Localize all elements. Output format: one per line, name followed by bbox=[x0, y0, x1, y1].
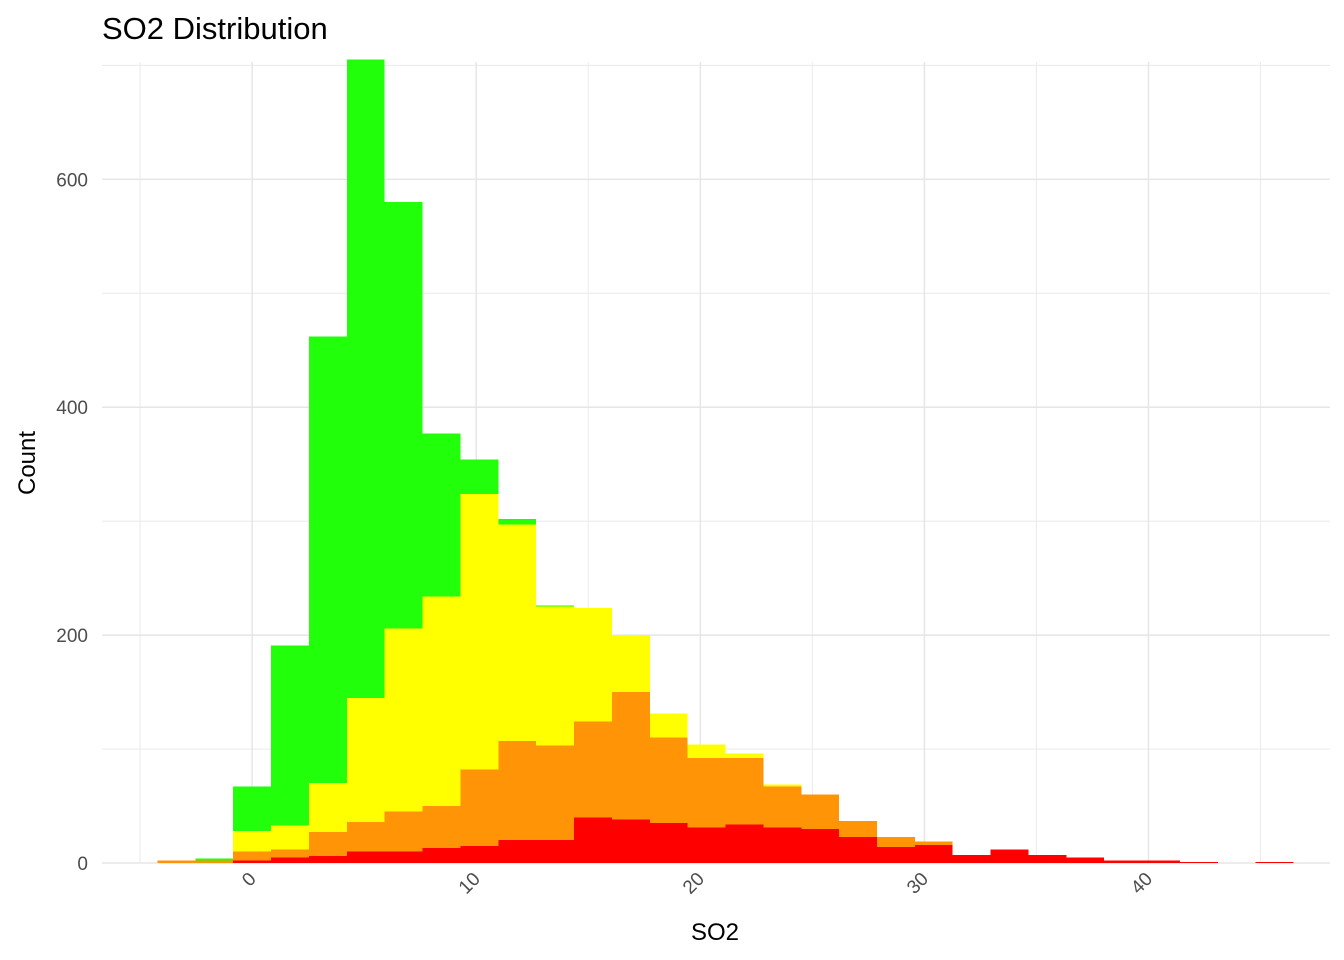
histogram-bar-segment bbox=[271, 645, 309, 826]
histogram-bar-segment bbox=[801, 828, 840, 863]
histogram-bar-segment bbox=[422, 848, 461, 863]
histogram-bar-segment bbox=[536, 606, 575, 746]
histogram-bar-segment bbox=[308, 832, 347, 857]
histogram-bar-segment bbox=[611, 635, 650, 693]
histogram-bar-segment bbox=[195, 860, 234, 863]
histogram-bar-segment bbox=[346, 851, 385, 863]
histogram-bar-segment bbox=[1142, 860, 1180, 863]
histogram-bar-segment bbox=[763, 786, 802, 828]
histogram-bar-segment bbox=[952, 855, 991, 863]
histogram-bar-segment bbox=[649, 737, 688, 824]
y-tick-label: 600 bbox=[56, 170, 88, 191]
histogram-bar-segment bbox=[233, 786, 272, 832]
histogram-bar-segment bbox=[195, 858, 234, 861]
histogram-bar-segment bbox=[1179, 861, 1218, 863]
histogram-bar-segment bbox=[233, 860, 272, 863]
histogram-bar-segment bbox=[574, 721, 612, 818]
histogram-bar-segment bbox=[536, 745, 575, 841]
y-axis-title: Count bbox=[14, 431, 41, 495]
histogram-bar-segment bbox=[498, 518, 537, 525]
histogram-bar-segment bbox=[233, 851, 272, 861]
histogram-bar-segment bbox=[763, 784, 802, 787]
y-axis-ticks: 0 200 400 600 bbox=[56, 170, 88, 875]
histogram-bar-segment bbox=[536, 605, 575, 607]
histogram-bar-segment bbox=[384, 202, 423, 629]
histogram-bar-segment bbox=[460, 769, 499, 846]
histogram-bar-segment bbox=[271, 825, 309, 850]
histogram-bar-segment bbox=[914, 841, 953, 845]
histogram-bar-segment bbox=[460, 459, 499, 494]
histogram-bar-segment bbox=[460, 493, 499, 770]
histogram-bar-segment bbox=[346, 821, 385, 852]
histogram-bar-segment bbox=[422, 806, 461, 849]
histogram-bar-segment bbox=[384, 851, 423, 863]
histogram-bar-segment bbox=[877, 836, 915, 848]
chart-title: SO2 Distribution bbox=[102, 11, 328, 46]
histogram-bar-segment bbox=[914, 844, 953, 863]
histogram-bar-segment bbox=[611, 819, 650, 863]
histogram-bar-segment bbox=[687, 758, 726, 828]
histogram-bar-segment bbox=[574, 817, 612, 863]
histogram-bar-segment bbox=[687, 827, 726, 863]
histogram-bar-segment bbox=[422, 596, 461, 807]
histogram-bar-segment bbox=[498, 741, 537, 841]
histogram-bar-segment bbox=[649, 713, 688, 738]
histogram-bar-segment bbox=[725, 753, 764, 759]
histogram-bars bbox=[157, 59, 1294, 863]
histogram-bar-segment bbox=[990, 849, 1029, 863]
histogram-bar-segment bbox=[498, 524, 537, 742]
histogram-bar-segment bbox=[839, 820, 878, 837]
histogram-bar-segment bbox=[687, 744, 726, 759]
histogram-bar-segment bbox=[346, 59, 385, 698]
histogram-bar-segment bbox=[157, 860, 196, 863]
x-tick-label: 10 bbox=[455, 869, 485, 899]
x-tick-label: 40 bbox=[1127, 869, 1157, 899]
histogram-bar-segment bbox=[384, 811, 423, 852]
y-tick-label: 0 bbox=[77, 854, 88, 875]
histogram-bar-segment bbox=[1066, 857, 1105, 863]
histogram-bar-segment bbox=[725, 824, 764, 863]
histogram-bar-segment bbox=[1255, 861, 1294, 863]
histogram-bar-segment bbox=[725, 758, 764, 825]
histogram-bar-segment bbox=[271, 849, 309, 858]
x-axis-ticks: 0 10 20 30 40 bbox=[238, 869, 1157, 899]
x-axis-title: SO2 bbox=[691, 919, 739, 946]
histogram-bar-segment bbox=[271, 857, 309, 863]
histogram-bar-segment bbox=[1028, 855, 1067, 863]
y-tick-label: 200 bbox=[56, 626, 88, 647]
histogram-bar-segment bbox=[233, 831, 272, 852]
histogram-bar-segment bbox=[460, 845, 499, 863]
histogram-bar-segment bbox=[1104, 860, 1143, 863]
histogram-bar-segment bbox=[877, 847, 915, 863]
histogram-bar-segment bbox=[308, 856, 347, 863]
histogram-bar-segment bbox=[536, 840, 575, 863]
x-tick-label: 0 bbox=[238, 869, 260, 891]
histogram-bar-segment bbox=[611, 692, 650, 820]
grid-lines bbox=[102, 62, 1330, 864]
histogram-bar-segment bbox=[763, 827, 802, 863]
x-tick-label: 30 bbox=[903, 869, 933, 899]
histogram-bar-segment bbox=[308, 783, 347, 833]
histogram-bar-segment bbox=[839, 836, 878, 863]
histogram-bar-segment bbox=[649, 823, 688, 863]
histogram-bar-segment bbox=[346, 697, 385, 822]
histogram-bar-segment bbox=[308, 336, 347, 784]
histogram-bar-segment bbox=[801, 794, 840, 829]
histogram-bar-segment bbox=[574, 607, 612, 722]
y-tick-label: 400 bbox=[56, 398, 88, 419]
x-tick-label: 20 bbox=[679, 869, 709, 899]
histogram-bar-segment bbox=[498, 840, 537, 863]
histogram-bar-segment bbox=[422, 433, 461, 597]
histogram-bar-segment bbox=[384, 628, 423, 812]
